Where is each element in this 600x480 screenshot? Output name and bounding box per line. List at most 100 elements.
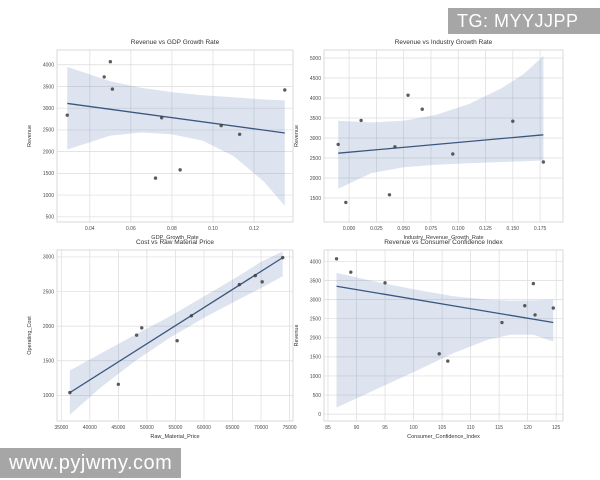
plot-2-xtick-label: 40000 xyxy=(83,425,97,431)
plot-2-scatter-point xyxy=(260,280,264,284)
plot-2-yaxis-label: Operating_Cost xyxy=(27,316,33,355)
plot-2-xtick-label: 60000 xyxy=(197,425,211,431)
plot-1-confidence-band xyxy=(338,56,544,189)
plot-1-scatter-point xyxy=(420,107,424,111)
plot-3-ytick-label: 3000 xyxy=(310,297,321,303)
plot-2-ytick-label: 2000 xyxy=(43,324,54,330)
plot-1-scatter-point xyxy=(359,118,363,123)
plot-3-xtick-label: 85 xyxy=(325,425,331,431)
plot-0-xtick-label: 0.04 xyxy=(85,226,95,232)
plot-1-scatter-point xyxy=(387,193,392,197)
plot-1-ytick-label: 4000 xyxy=(310,96,321,102)
plot-1-xtick-label: 0.175 xyxy=(534,226,547,232)
plot-2-scatter-point xyxy=(175,338,179,343)
plot-2-scatter-point xyxy=(140,326,144,330)
plot-2-title: Cost vs Raw Material Price xyxy=(136,239,214,246)
plot-3-scatter-point xyxy=(500,320,504,325)
plot-1-regression-line xyxy=(338,134,544,154)
plot-2-xtick-label: 70000 xyxy=(254,425,268,431)
plot-3-xtick-label: 120 xyxy=(523,425,532,431)
plot-2-xaxis-label: Raw_Material_Price xyxy=(150,434,199,440)
plot-2-ytick-label: 2500 xyxy=(43,289,54,295)
plot-0-ytick-label: 4000 xyxy=(43,63,54,69)
plot-3-scatter-point xyxy=(437,352,441,356)
plot-2-scatter-point xyxy=(237,282,242,287)
plot-3-ytick-label: 500 xyxy=(313,393,322,399)
plot-0-confidence-band xyxy=(67,66,285,206)
plot-2-xtick-label: 50000 xyxy=(140,425,154,431)
plot-2-ytick-label: 1000 xyxy=(43,393,54,399)
plot-2-xtick-label: 45000 xyxy=(111,425,125,431)
plot-0-ytick-label: 1000 xyxy=(43,193,54,199)
plot-1-xaxis-label: Industry_Revenue_Growth_Rate xyxy=(403,235,483,241)
plot-3-xtick-label: 95 xyxy=(382,425,388,431)
plot-3-ytick-label: 3500 xyxy=(310,278,321,284)
plot-3-scatter-point xyxy=(531,281,536,286)
plot-1-yaxis-label: Revenue xyxy=(294,125,300,147)
plot-3-ytick-label: 4000 xyxy=(310,259,321,265)
plot-1-xtick-label: 0.025 xyxy=(370,226,383,232)
plot-0-ytick-label: 3000 xyxy=(43,106,54,112)
plot-1-ytick-label: 2500 xyxy=(310,156,321,162)
plot-2-confidence-band xyxy=(69,251,283,415)
plot-0-xaxis-label: GDP_Growth_Rate xyxy=(151,235,198,241)
plot-1-scatter-point xyxy=(451,152,455,156)
plot-0-scatter-point xyxy=(153,176,158,180)
plot-2-xtick-label: 35000 xyxy=(54,425,68,431)
plot-0-scatter-point xyxy=(159,116,164,120)
plot-3-xtick-label: 110 xyxy=(467,425,475,431)
plot-0-scatter-point xyxy=(108,60,113,64)
plot-0-xtick-label: 0.06 xyxy=(126,226,136,232)
plot-3-xaxis-label: Consumer_Confidence_Index xyxy=(407,434,480,440)
plot-1-ytick-label: 3000 xyxy=(310,136,321,142)
plot-0-xtick-label: 0.12 xyxy=(249,226,259,232)
plot-3-xtick-label: 90 xyxy=(354,425,360,431)
watermark-website-banner: www.pyjwmy.com xyxy=(0,448,181,478)
plot-2-xtick-label: 75000 xyxy=(283,425,297,431)
plot-3-yaxis-label: Revenue xyxy=(294,324,300,346)
plot-0-scatter-point xyxy=(178,168,182,172)
plot-3-ytick-label: 2500 xyxy=(310,317,321,323)
plot-3-xtick-label: 115 xyxy=(495,425,503,431)
plot-3-confidence-band xyxy=(336,272,554,408)
plot-1-xtick-label: 0.150 xyxy=(507,226,520,232)
plot-3-scatter-point xyxy=(334,257,339,261)
plot-3-xtick-label: 125 xyxy=(552,425,561,431)
plot-3-ytick-label: 0 xyxy=(318,412,321,418)
plot-3-ytick-label: 2000 xyxy=(310,336,321,342)
plot-3-frame xyxy=(323,249,564,422)
plot-1-xtick-label: 0.075 xyxy=(425,226,438,232)
plot-3-scatter-point xyxy=(383,281,387,285)
plot-3-ytick-label: 1500 xyxy=(310,355,321,361)
plot-1-scatter-point xyxy=(393,145,397,149)
plot-1-ytick-label: 2000 xyxy=(310,176,321,182)
plot-2-ytick-label: 3000 xyxy=(43,255,54,261)
plot-0-scatter-point xyxy=(219,123,223,128)
plot-0-xtick-label: 0.08 xyxy=(167,226,177,232)
plot-3-xtick-label: 100 xyxy=(409,425,418,431)
plot-1-scatter-point xyxy=(511,119,515,123)
plot-0-ytick-label: 500 xyxy=(46,215,55,221)
plot-1-scatter-point xyxy=(336,142,340,147)
plot-2-xtick-label: 65000 xyxy=(226,425,240,431)
plot-3-title: Revenue vs Consumer Confidence Index xyxy=(384,239,503,246)
watermark-telegram-text: TG: MYYJJPP xyxy=(457,10,579,31)
plot-1-ytick-label: 3500 xyxy=(310,116,321,122)
plot-3-scatter-point xyxy=(551,306,556,310)
plot-2-scatter-point xyxy=(68,390,72,395)
plot-3-scatter-point xyxy=(446,359,450,363)
plot-0-regression-line xyxy=(67,102,285,134)
plot-2-ytick-label: 1500 xyxy=(43,359,54,365)
plot-2-frame xyxy=(56,249,294,422)
plot-2-scatter-point xyxy=(116,382,121,387)
plot-2-scatter-point xyxy=(134,333,139,337)
plot-0-xtick-label: 0.10 xyxy=(208,226,218,232)
plot-0-title: Revenue vs GDP Growth Rate xyxy=(131,39,220,46)
plot-0-scatter-point xyxy=(110,87,115,91)
plot-3-scatter-point xyxy=(523,304,527,308)
plot-0-scatter-point xyxy=(102,75,106,79)
plot-1-scatter-point xyxy=(406,93,410,97)
plot-1-xtick-label: 0.050 xyxy=(397,226,410,232)
